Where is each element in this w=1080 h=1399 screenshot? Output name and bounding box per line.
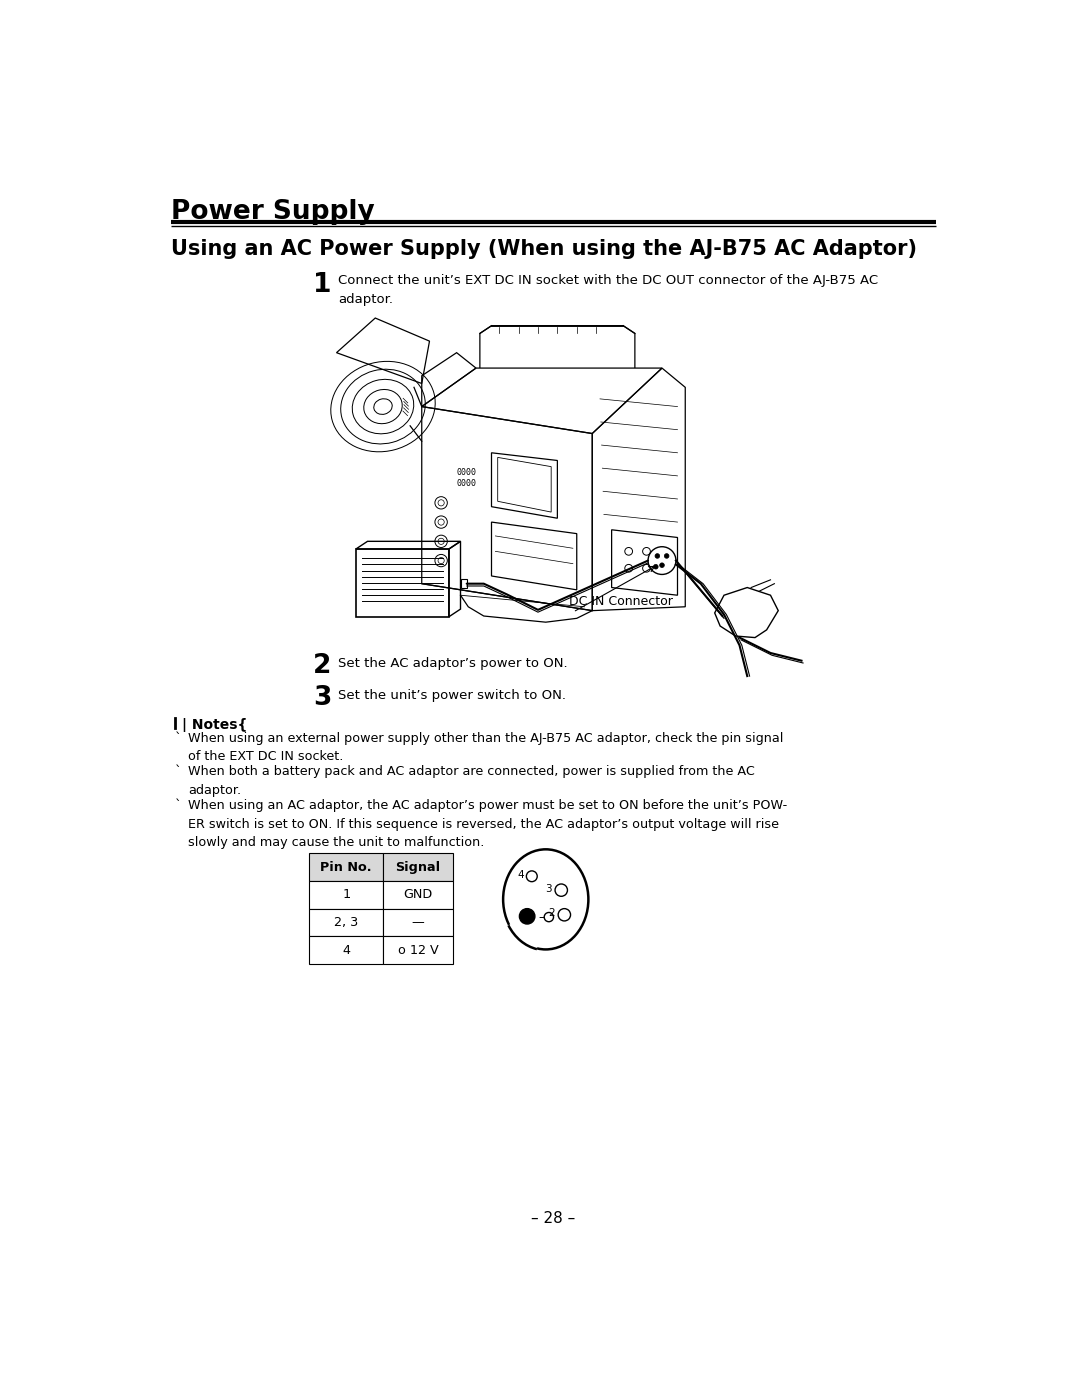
Text: Pin No.: Pin No. bbox=[321, 860, 372, 873]
Text: 4: 4 bbox=[517, 870, 524, 880]
Bar bbox=[309, 853, 383, 881]
Text: Set the unit’s power switch to ON.: Set the unit’s power switch to ON. bbox=[338, 690, 566, 702]
Bar bbox=[383, 853, 453, 881]
Text: `: ` bbox=[175, 732, 181, 744]
Text: Set the AC adaptor’s power to ON.: Set the AC adaptor’s power to ON. bbox=[338, 656, 568, 670]
Text: –: – bbox=[538, 911, 544, 923]
Bar bbox=[383, 908, 453, 936]
Text: 1: 1 bbox=[313, 271, 332, 298]
Text: o 12 V: o 12 V bbox=[397, 944, 438, 957]
Text: Connect the unit’s EXT DC IN socket with the DC OUT connector of the AJ-B75 AC
a: Connect the unit’s EXT DC IN socket with… bbox=[338, 274, 878, 306]
Text: 2: 2 bbox=[549, 908, 555, 918]
Text: When using an AC adaptor, the AC adaptor’s power must be set to ON before the un: When using an AC adaptor, the AC adaptor… bbox=[189, 799, 787, 849]
Bar bbox=[309, 936, 383, 964]
Circle shape bbox=[664, 554, 669, 558]
Text: Using an AC Power Supply (When using the AJ-B75 AC Adaptor): Using an AC Power Supply (When using the… bbox=[172, 239, 917, 259]
Circle shape bbox=[656, 554, 660, 558]
Text: – 28 –: – 28 – bbox=[531, 1212, 576, 1227]
Text: 4: 4 bbox=[342, 944, 350, 957]
Text: GND: GND bbox=[403, 888, 432, 901]
Text: When using an external power supply other than the AJ-B75 AC adaptor, check the : When using an external power supply othe… bbox=[189, 732, 784, 762]
Text: DC IN Connector: DC IN Connector bbox=[569, 595, 673, 609]
Circle shape bbox=[653, 564, 658, 569]
Bar bbox=[309, 881, 383, 908]
Text: 2: 2 bbox=[313, 653, 332, 679]
Circle shape bbox=[660, 562, 664, 568]
Text: When both a battery pack and AC adaptor are connected, power is supplied from th: When both a battery pack and AC adaptor … bbox=[189, 765, 755, 797]
Bar bbox=[460, 579, 467, 589]
Text: Signal: Signal bbox=[395, 860, 441, 873]
Circle shape bbox=[519, 908, 535, 923]
Text: 3: 3 bbox=[545, 884, 552, 894]
Bar bbox=[383, 936, 453, 964]
Text: | Notes{: | Notes{ bbox=[183, 718, 247, 732]
Text: 3: 3 bbox=[313, 686, 332, 711]
Text: 2, 3: 2, 3 bbox=[334, 916, 359, 929]
Text: `: ` bbox=[175, 799, 181, 813]
Text: 1: 1 bbox=[342, 888, 350, 901]
Text: —: — bbox=[411, 916, 424, 929]
Bar bbox=[309, 908, 383, 936]
Text: 0000
0000: 0000 0000 bbox=[457, 469, 476, 488]
Text: `: ` bbox=[175, 765, 181, 778]
Text: Power Supply: Power Supply bbox=[172, 199, 375, 225]
Bar bbox=[383, 881, 453, 908]
